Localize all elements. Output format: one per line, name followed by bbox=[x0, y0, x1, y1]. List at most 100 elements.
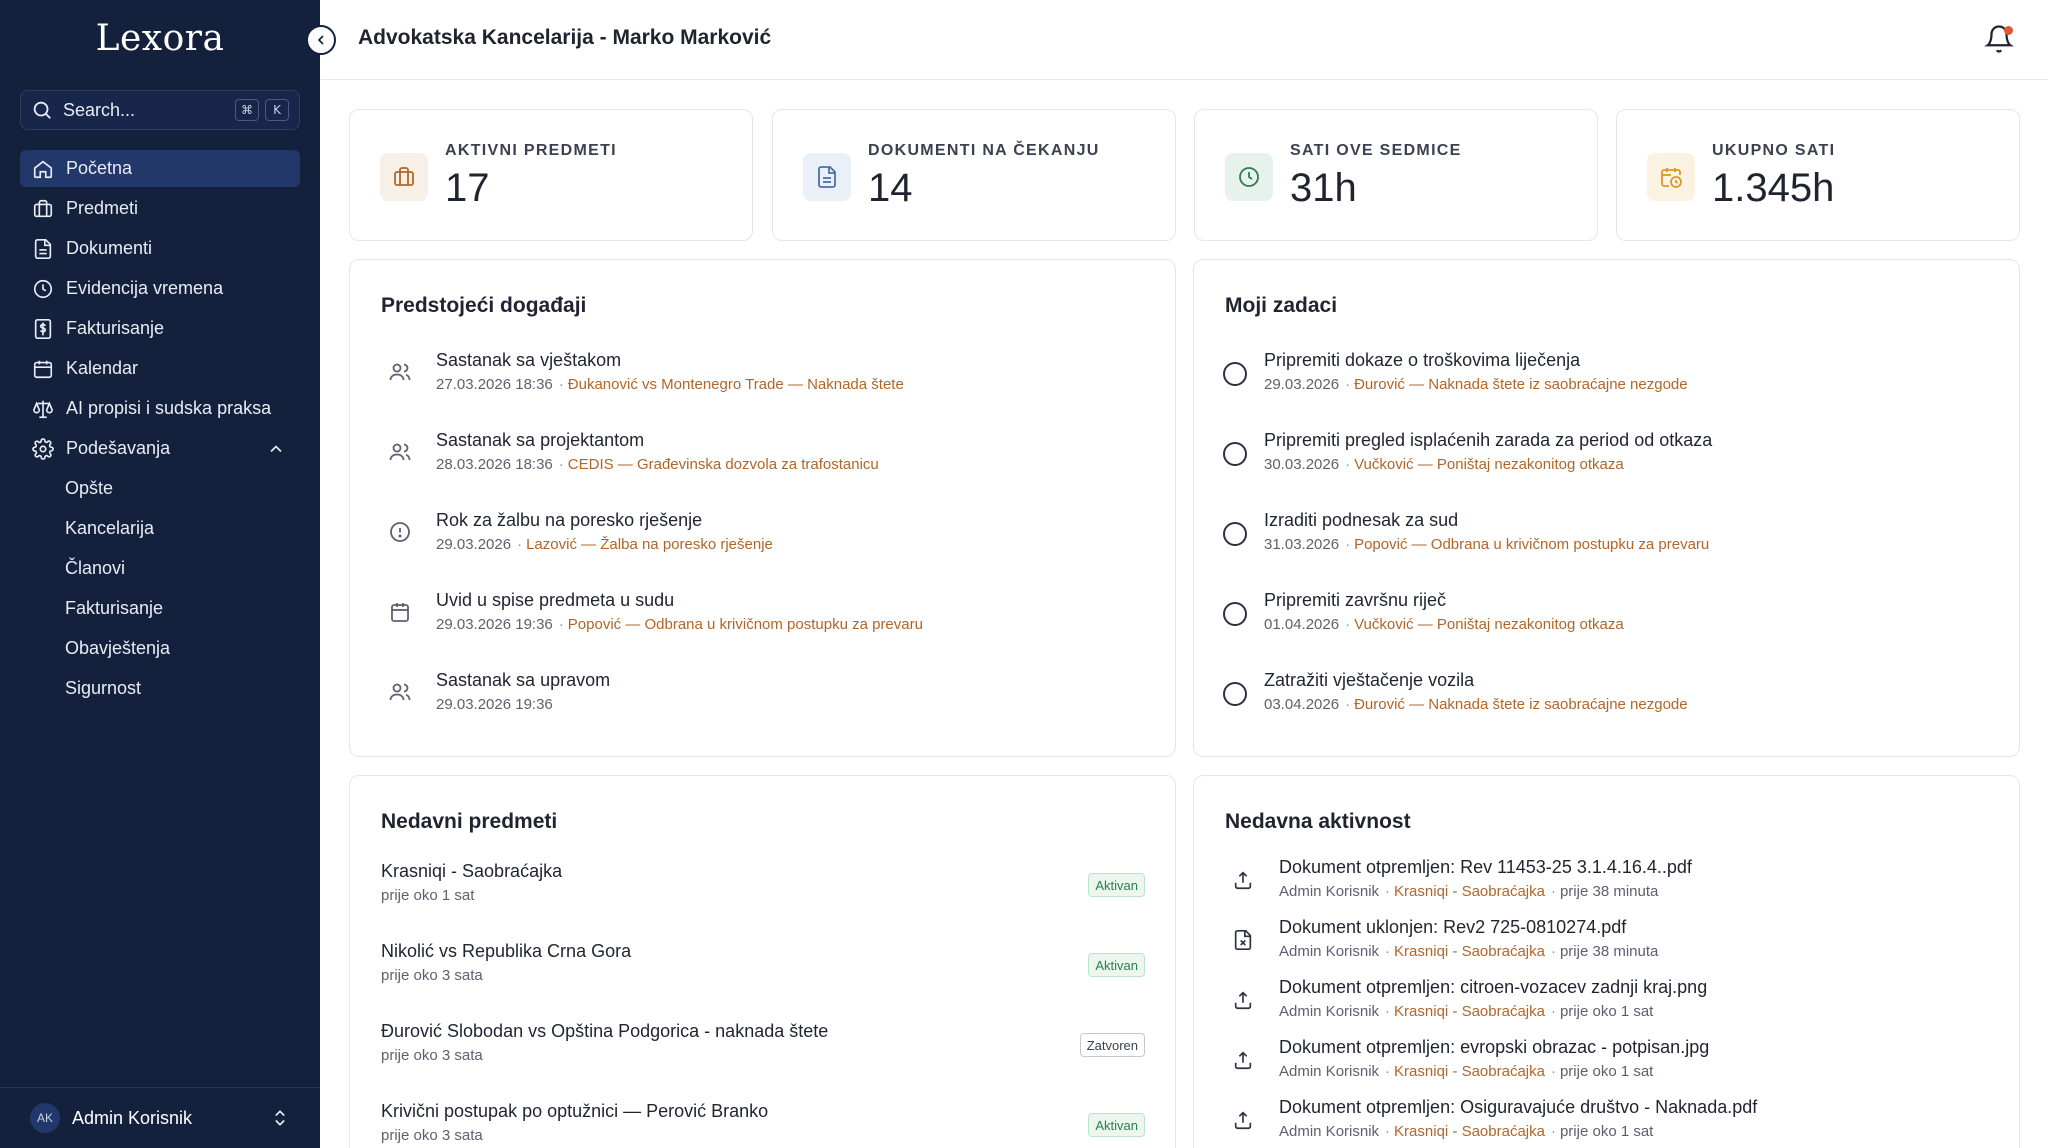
logo[interactable]: Lexora bbox=[95, 18, 225, 59]
stat-card-sati-ove-sedmice[interactable]: SATI OVE SEDMICE 31h bbox=[1194, 109, 1598, 241]
sidebar-subitem-clanovi[interactable]: Članovi bbox=[65, 558, 126, 578]
search-input[interactable]: Search... ⌘ K bbox=[20, 90, 300, 130]
task-item: Pripremiti dokaze o troškovima liječenja… bbox=[1194, 350, 2019, 412]
task-checkbox[interactable] bbox=[1222, 601, 1248, 627]
task-checkbox[interactable] bbox=[1222, 521, 1248, 547]
task-title[interactable]: Pripremiti pregled isplaćenih zarada za … bbox=[1264, 430, 1713, 450]
stat-value: 31h bbox=[1290, 166, 1357, 210]
invoice-icon bbox=[34, 318, 52, 339]
status-badge: Aktivan bbox=[1088, 873, 1145, 897]
separator: · bbox=[1385, 883, 1391, 900]
stat-label: SATI OVE SEDMICE bbox=[1290, 142, 1462, 159]
sidebar-subitem-obavjestenja[interactable]: Obavještenja bbox=[65, 638, 171, 658]
sidebar-item-ai-propisi[interactable]: AI propisi i sudska praksa bbox=[20, 390, 300, 427]
sidebar-item-podesavanja[interactable]: Podešavanja bbox=[20, 430, 300, 467]
sidebar-item-dokumenti[interactable]: Dokumenti bbox=[20, 230, 300, 267]
sidebar-item-pocetna[interactable]: Početna bbox=[20, 150, 300, 187]
event-ref[interactable]: Lazović — Žalba na poresko rješenje bbox=[526, 536, 773, 553]
task-ref[interactable]: Vučković — Poništaj nezakonitog otkaza bbox=[1354, 456, 1624, 473]
event-meta: 28.03.2026 18:36 · CEDIS — Građevinska doz… bbox=[436, 456, 879, 473]
sidebar-subitem-kancelarija[interactable]: Kancelarija bbox=[65, 518, 155, 538]
sidebar-subitem-sigurnost[interactable]: Sigurnost bbox=[65, 678, 142, 698]
case-row[interactable]: Đurović Slobodan vs Opština Podgorica - … bbox=[350, 1021, 1175, 1083]
activity-item: Dokument otpremljen: evropski obrazac - … bbox=[1194, 1037, 2019, 1099]
event-title: Uvid u spise predmeta u sudu bbox=[436, 590, 675, 610]
sidebar-nav: Početna Predmeti Dokumenti Evidencija vr… bbox=[20, 150, 300, 710]
search-icon bbox=[33, 101, 51, 119]
activity-title: Dokument otpremljen: citroen-vozacev zad… bbox=[1279, 977, 1708, 997]
file-x-icon bbox=[1234, 930, 1252, 950]
task-checkbox[interactable] bbox=[1222, 681, 1248, 707]
activity-user: Admin Korisnik bbox=[1279, 1063, 1380, 1080]
task-title[interactable]: Izraditi podnesak za sud bbox=[1264, 510, 1459, 530]
sidebar-item-fakturisanje[interactable]: Fakturisanje bbox=[20, 310, 300, 347]
list-item[interactable]: Sastanak sa upravom 29.03.2026 19:36 bbox=[350, 670, 1175, 732]
activity-ref[interactable]: Krasniqi - Saobraćajka bbox=[1394, 1063, 1545, 1080]
chevron-up-icon[interactable] bbox=[266, 439, 286, 459]
sidebar-subitem-opste[interactable]: Opšte bbox=[65, 478, 114, 498]
task-meta: 03.04.2026 · Đurović — Naknada štete iz sa… bbox=[1264, 696, 1688, 713]
case-time: prije oko 1 sat bbox=[381, 887, 475, 904]
sidebar-item-evidencija-vremena[interactable]: Evidencija vremena bbox=[20, 270, 300, 307]
document-icon bbox=[818, 166, 836, 188]
stat-card-ukupno-sati[interactable]: UKUPNO SATI 1.345h bbox=[1616, 109, 2020, 241]
activity-ref[interactable]: Krasniqi - Saobraćajka bbox=[1394, 943, 1545, 960]
task-date: 03.04.2026 bbox=[1264, 696, 1340, 713]
task-ref[interactable]: Đurović — Naknada štete iz saobraćajne n… bbox=[1354, 696, 1688, 713]
stat-icon-wrap bbox=[1225, 153, 1273, 201]
task-ref[interactable]: Đurović — Naknada štete iz saobraćajne n… bbox=[1354, 376, 1688, 393]
list-item[interactable]: Rok za žalbu na poresko rješenje 29.03.2… bbox=[350, 510, 1175, 572]
alert-circle-icon bbox=[390, 522, 410, 542]
case-row[interactable]: Krivični postupak po optužnici — Perović… bbox=[350, 1101, 1175, 1148]
user-menu[interactable]: AK Admin Korisnik bbox=[0, 1087, 320, 1148]
list-item[interactable]: Sastanak sa vještakom 27.03.2026 18:36 · Đ… bbox=[350, 350, 1175, 412]
sidebar-subitem-fakturisanje[interactable]: Fakturisanje bbox=[65, 598, 164, 618]
task-title[interactable]: Pripremiti završnu riječ bbox=[1264, 590, 1447, 610]
upload-icon bbox=[1234, 1111, 1252, 1130]
activity-ref[interactable]: Krasniqi - Saobraćajka bbox=[1394, 883, 1545, 900]
task-title[interactable]: Zatražiti vještačenje vozila bbox=[1264, 670, 1475, 690]
top-header: Advokatska Kancelarija - Marko Marković bbox=[320, 0, 2048, 80]
task-date: 29.03.2026 bbox=[1264, 376, 1340, 393]
status-badge: Aktivan bbox=[1088, 1113, 1145, 1137]
notifications-button[interactable] bbox=[1984, 24, 2014, 54]
task-meta: 29.03.2026 · Đurović — Naknada štete iz sa… bbox=[1264, 376, 1688, 393]
activity-ref[interactable]: Krasniqi - Saobraćajka bbox=[1394, 1123, 1545, 1140]
collapse-sidebar-button[interactable] bbox=[306, 25, 336, 55]
event-ref[interactable]: Đukanović vs Montenegro Trade — Naknada … bbox=[567, 376, 904, 393]
event-ref[interactable]: CEDIS — Građevinska dozvola za trafostan… bbox=[567, 456, 879, 473]
task-ref[interactable]: Vučković — Poništaj nezakonitog otkaza bbox=[1354, 616, 1624, 633]
case-row[interactable]: Krasniqi - Saobraćajka prije oko 1 sat A… bbox=[350, 861, 1175, 923]
task-title[interactable]: Pripremiti dokaze o troškovima liječenja bbox=[1264, 350, 1581, 370]
activity-time: prije oko 1 sat bbox=[1559, 1123, 1654, 1140]
list-item[interactable]: Sastanak sa projektantom 28.03.2026 18:3… bbox=[350, 430, 1175, 492]
notification-dot bbox=[2004, 26, 2013, 35]
sidebar-item-predmeti[interactable]: Predmeti bbox=[20, 190, 300, 227]
separator: · bbox=[1385, 943, 1391, 960]
stat-value: 14 bbox=[868, 166, 913, 210]
task-ref[interactable]: Popović — Odbrana u krivičnom postupku z… bbox=[1354, 536, 1710, 553]
panel-title: Predstojeći događaji bbox=[381, 294, 587, 317]
activity-meta: Admin Korisnik · Krasniqi - Saobraćajka · pr… bbox=[1279, 1003, 1653, 1020]
separator: · bbox=[1345, 696, 1351, 713]
event-meta: 29.03.2026 · Lazović — Žalba na poresko rj… bbox=[436, 536, 773, 553]
clock-icon bbox=[33, 279, 53, 298]
case-row[interactable]: Nikolić vs Republika Crna Gora prije oko… bbox=[350, 941, 1175, 1003]
event-meta: 27.03.2026 18:36 · Đukanović vs Montenegro… bbox=[436, 376, 904, 393]
task-checkbox[interactable] bbox=[1222, 441, 1248, 467]
stat-card-dokumenti-na-cekanju[interactable]: DOKUMENTI NA ČEKANJU 14 bbox=[772, 109, 1176, 241]
activity-ref[interactable]: Krasniqi - Saobraćajka bbox=[1394, 1003, 1545, 1020]
event-date: 28.03.2026 18:36 bbox=[436, 456, 553, 473]
separator: · bbox=[1345, 536, 1351, 553]
user-name: Admin Korisnik bbox=[72, 1107, 193, 1128]
calendar-clock-icon bbox=[1661, 168, 1682, 188]
calendar-icon bbox=[391, 603, 409, 622]
list-item[interactable]: Uvid u spise predmeta u sudu 29.03.2026 … bbox=[350, 590, 1175, 652]
search-placeholder: Search... bbox=[63, 99, 136, 120]
task-checkbox[interactable] bbox=[1222, 361, 1248, 387]
sidebar-item-kalendar[interactable]: Kalendar bbox=[20, 350, 300, 387]
separator: · bbox=[1345, 456, 1351, 473]
event-ref[interactable]: Popović — Odbrana u krivičnom postupku z… bbox=[567, 616, 923, 633]
stat-card-aktivni-predmeti[interactable]: AKTIVNI PREDMETI 17 bbox=[349, 109, 753, 241]
stat-icon-wrap bbox=[380, 153, 428, 201]
